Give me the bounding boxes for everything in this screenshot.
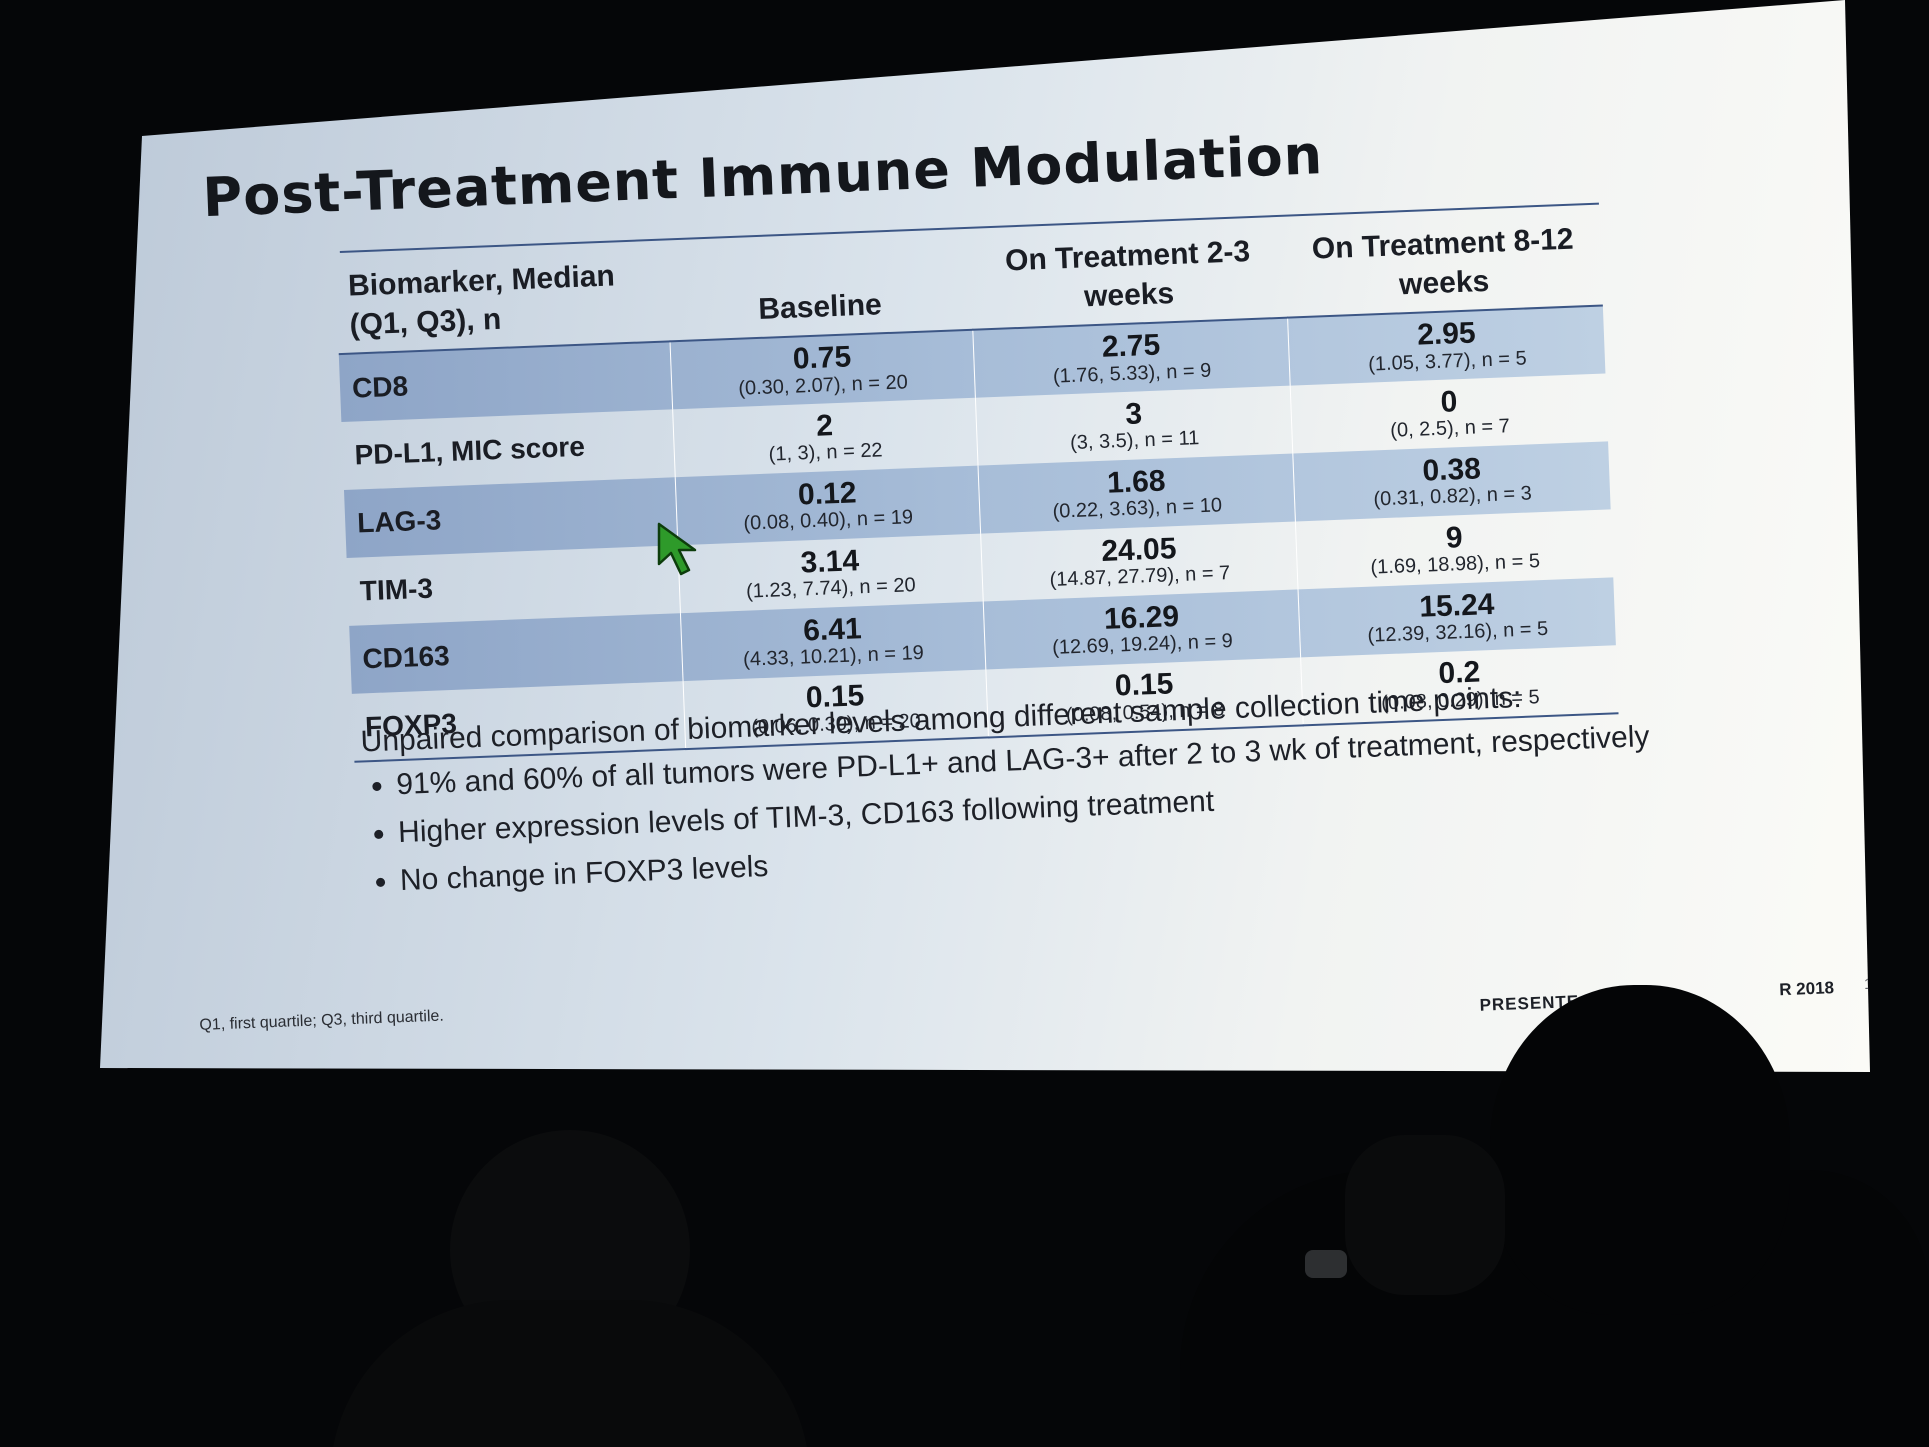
presented-year: R 2018 [1778, 978, 1835, 1000]
slide-number: 11 [1863, 975, 1880, 993]
presentation-slide: Post-Treatment Immune Modulation Biomark… [100, 0, 1880, 1071]
wristwatch [1305, 1250, 1347, 1278]
audience-raised-hand [1345, 1135, 1505, 1295]
header-baseline: Baseline [757, 288, 883, 326]
table-cell: 24.05 (14.87, 27.79), n = 7 [980, 521, 1299, 602]
audience-shoulders-left [330, 1300, 810, 1447]
table-cell: 0.38 (0.31, 0.82), n = 3 [1292, 441, 1611, 522]
table-cell: 3 (3, 3.5), n = 11 [975, 385, 1293, 466]
table-cell: 9 (1.69, 18.98), n = 5 [1295, 509, 1614, 590]
table-cell: 15.24 (12.39, 32.16), n = 5 [1298, 577, 1616, 658]
table-cell: 0 (0, 2.5), n = 7 [1290, 373, 1609, 454]
biomarker-table: Biomarker, Median (Q1, Q3), n Baseline O… [335, 212, 1619, 763]
table-cell: 2.75 (1.76, 5.33), n = 9 [972, 317, 1291, 398]
table-cell: 0.75 (0.30, 2.07), n = 20 [669, 329, 976, 410]
biomarker-name: CD163 [361, 640, 451, 675]
projection-screen: Post-Treatment Immune Modulation Biomark… [100, 0, 1870, 1072]
table-cell: 2.95 (1.05, 3.77), n = 5 [1287, 305, 1606, 386]
audience-head-right [1490, 985, 1790, 1315]
table-cell: 6.41 (4.33, 10.21), n = 19 [680, 601, 986, 682]
header-on-treatment-2-3-weeks: On Treatment 2-3 weeks [1004, 235, 1251, 314]
header-on-treatment-8-12-weeks: On Treatment 8-12 weeks [1311, 222, 1575, 302]
table-cell: 16.29 (12.69, 19.24), n = 9 [983, 589, 1301, 670]
table-cell: 0.12 (0.08, 0.40), n = 19 [674, 465, 981, 546]
slide-footnote: Q1, first quartile; Q3, third quartile. [199, 1007, 445, 1034]
biomarker-name: PD-L1, MIC score [354, 430, 586, 471]
biomarker-name: TIM-3 [359, 572, 434, 607]
table-cell: 3.14 (1.23, 7.74), n = 20 [677, 533, 984, 614]
biomarker-name: LAG-3 [356, 504, 442, 539]
table-cell: 1.68 (0.22, 3.63), n = 10 [977, 453, 1296, 534]
header-biomarker: Biomarker, Median (Q1, Q3), n [347, 259, 616, 342]
table-cell: 2 (1, 3), n = 22 [672, 397, 978, 478]
biomarker-name: CD8 [351, 369, 409, 404]
mouse-pointer-arrow-icon [657, 522, 697, 576]
slide-title: Post-Treatment Immune Modulation [201, 123, 1325, 230]
